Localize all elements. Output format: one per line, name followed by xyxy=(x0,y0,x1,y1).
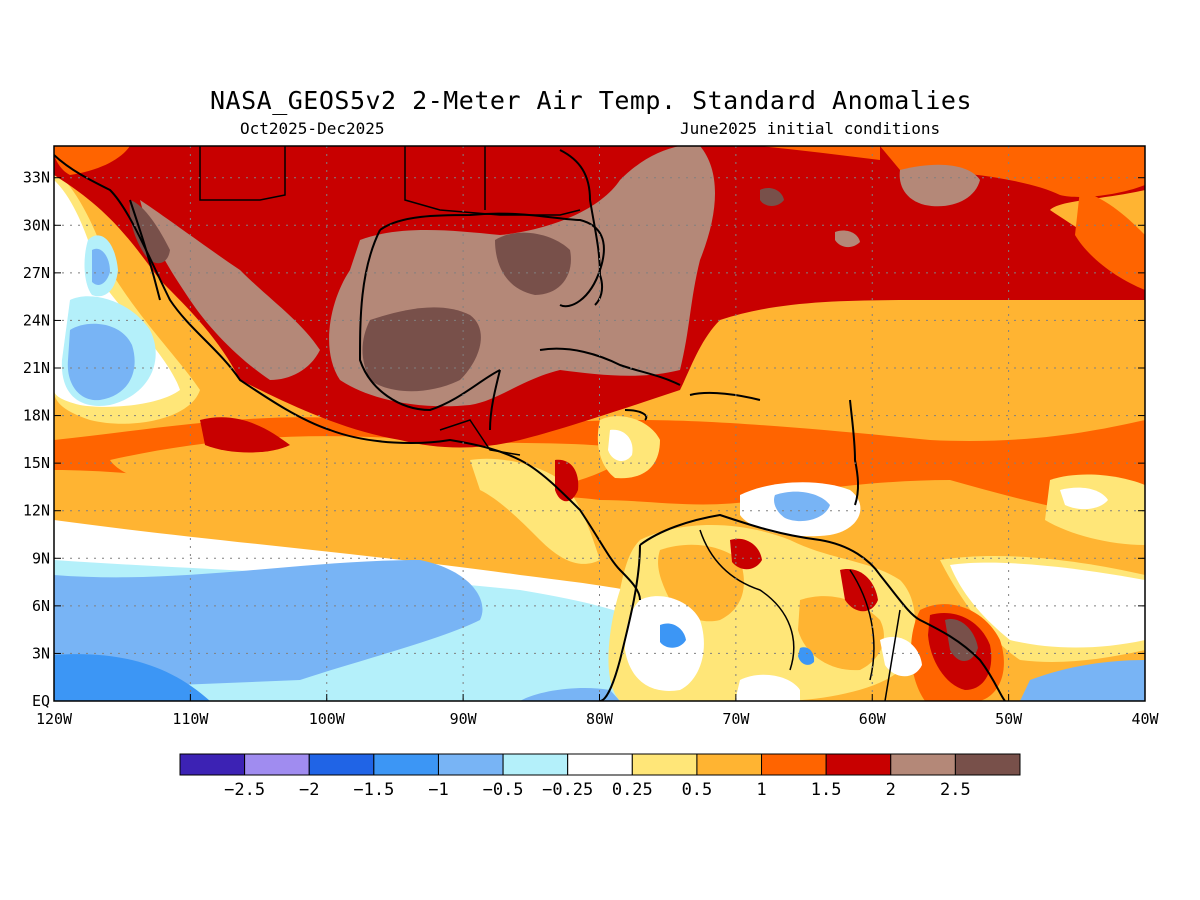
anomaly-band-max xyxy=(760,188,784,206)
map-title: NASA_GEOS5v2 2-Meter Air Temp. Standard … xyxy=(209,86,972,115)
anomaly-band-1.5-to-2 xyxy=(54,146,130,175)
colorbar-label: −1.5 xyxy=(353,780,394,800)
lat-tick-label: 9N xyxy=(32,549,50,567)
colorbar: −2.5 −2 −1.5 −1 −0.5 −0.25 0.25 0.5 1 1.5 2 2.5 xyxy=(179,753,1021,800)
anomaly-band-minus-1 xyxy=(798,647,815,665)
lat-tick-label: 27N xyxy=(23,264,50,282)
lon-tick-label: 40W xyxy=(1131,710,1159,728)
colorbar-swatch xyxy=(437,753,504,776)
initial-conditions: June2025 initial conditions xyxy=(680,119,941,138)
lat-tick-label: 12N xyxy=(23,502,50,520)
lon-tick-label: 80W xyxy=(586,710,614,728)
anomaly-band-minus-1 xyxy=(54,654,210,701)
anomaly-band-1.5-to-2 xyxy=(880,146,1145,197)
lat-tick-label: 24N xyxy=(23,311,50,329)
anomaly-band-0.5 xyxy=(470,458,600,564)
colorbar-swatch xyxy=(244,753,310,776)
anomaly-band-minus-0.5 xyxy=(774,491,830,522)
lat-tick-label: 18N xyxy=(23,407,50,425)
anomaly-band-minus-0.5 xyxy=(67,323,135,401)
anomaly-band-1.5-to-2 xyxy=(760,146,880,160)
colorbar-swatch xyxy=(954,753,1021,776)
lat-tick-label: EQ xyxy=(32,692,50,710)
colorbar-swatch xyxy=(308,753,375,776)
anomaly-band-2-to-2.5 xyxy=(840,569,878,612)
lat-tick-label: 6N xyxy=(32,597,50,615)
lat-tick-label: 30N xyxy=(23,216,50,234)
anomaly-band-minus-0.5 xyxy=(520,688,620,701)
gridlines xyxy=(54,146,1145,701)
colorbar-swatch xyxy=(761,753,827,776)
anomaly-band-2.5-plus xyxy=(835,230,860,248)
colorbar-label: −0.5 xyxy=(483,780,524,800)
colorbar-label: −1 xyxy=(428,780,448,800)
anomaly-band-max xyxy=(495,232,571,295)
coastlines xyxy=(54,149,1006,701)
anomaly-band-neutral xyxy=(735,674,800,701)
anomaly-band-minus-0.5 xyxy=(92,248,110,285)
colorbar-label: 1 xyxy=(756,780,766,800)
anomaly-band-1.5-to-2 xyxy=(1075,190,1145,290)
colorbar-swatch xyxy=(373,753,439,776)
anomaly-band-2-to-2.5 xyxy=(730,538,762,570)
anomaly-band-max xyxy=(362,307,481,392)
lon-tick-label: 60W xyxy=(859,710,887,728)
anomaly-band-2-to-2.5 xyxy=(200,417,290,453)
colorbar-label: 1.5 xyxy=(811,780,842,800)
colorbar-label: 0.5 xyxy=(682,780,713,800)
colorbar-swatch xyxy=(631,753,698,776)
colorbar-label: 2.5 xyxy=(940,780,971,800)
colorbar-label: 0.25 xyxy=(612,780,653,800)
lon-tick-label: 70W xyxy=(722,710,750,728)
anomaly-band-max xyxy=(129,200,170,264)
colorbar-swatch xyxy=(890,753,956,776)
anomaly-band-neutral xyxy=(1060,487,1108,510)
colorbar-label: −2.5 xyxy=(224,780,265,800)
anomaly-band-neutral xyxy=(950,562,1145,648)
forecast-period: Oct2025-Dec2025 xyxy=(240,119,385,138)
colorbar-swatch xyxy=(567,753,633,776)
lon-tick-label: 110W xyxy=(172,710,209,728)
anomaly-band-2.5-plus xyxy=(899,164,980,207)
colorbar-swatch xyxy=(502,753,569,776)
colorbar-label: −0.25 xyxy=(542,780,593,800)
anomaly-field xyxy=(54,146,1145,701)
colorbar-label: 2 xyxy=(886,780,896,800)
latitude-axis: EQ 3N 6N 9N 12N 15N 18N 21N 24N 27N 30N 33N xyxy=(23,169,1145,710)
anomaly-band-2.5-plus xyxy=(140,200,320,380)
lon-tick-label: 100W xyxy=(309,710,346,728)
colorbar-label: −2 xyxy=(299,780,319,800)
colorbar-swatch xyxy=(696,753,763,776)
colorbar-swatch xyxy=(825,753,892,776)
anomaly-band-neutral xyxy=(608,429,633,462)
lat-tick-label: 3N xyxy=(32,644,50,662)
anomaly-band-minus-0.5 xyxy=(54,560,483,690)
lon-tick-label: 50W xyxy=(995,710,1023,728)
lat-tick-label: 15N xyxy=(23,454,50,472)
lat-tick-label: 33N xyxy=(23,169,50,187)
colorbar-swatch xyxy=(179,753,246,776)
longitude-axis: 120W 110W 100W 90W 80W 70W 60W 50W 40W xyxy=(36,694,1160,728)
anomaly-band-1-to-1.5 xyxy=(798,596,884,671)
lon-tick-label: 90W xyxy=(450,710,478,728)
anomaly-band-minus-1 xyxy=(660,623,686,648)
lat-tick-label: 21N xyxy=(23,359,50,377)
lon-tick-label: 120W xyxy=(36,710,73,728)
anomaly-band-minus-0.5 xyxy=(1020,660,1145,701)
borders xyxy=(199,146,901,701)
